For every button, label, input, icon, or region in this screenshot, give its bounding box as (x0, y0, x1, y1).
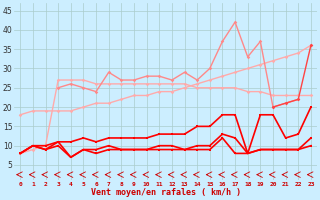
X-axis label: Vent moyen/en rafales ( km/h ): Vent moyen/en rafales ( km/h ) (91, 188, 241, 197)
